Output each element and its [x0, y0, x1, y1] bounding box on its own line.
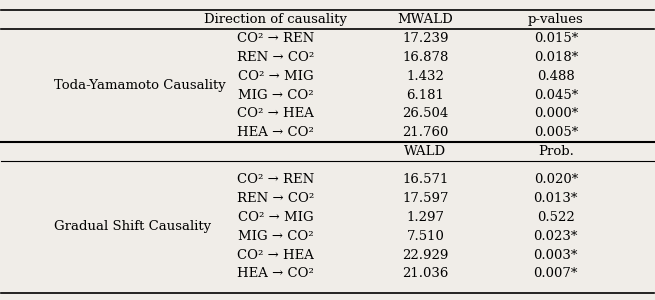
Text: WALD: WALD [404, 145, 447, 158]
Text: 0.522: 0.522 [537, 211, 574, 224]
Text: CO² → HEA: CO² → HEA [237, 248, 314, 262]
Text: 0.015*: 0.015* [534, 32, 578, 45]
Text: 6.181: 6.181 [406, 88, 444, 101]
Text: MWALD: MWALD [398, 13, 453, 26]
Text: 0.488: 0.488 [537, 70, 574, 83]
Text: Direction of causality: Direction of causality [204, 13, 346, 26]
Text: 0.045*: 0.045* [534, 88, 578, 101]
Text: HEA → CO²: HEA → CO² [237, 126, 314, 139]
Text: 22.929: 22.929 [402, 248, 449, 262]
Text: 17.239: 17.239 [402, 32, 449, 45]
Text: 0.005*: 0.005* [534, 126, 578, 139]
Text: 21.760: 21.760 [402, 126, 449, 139]
Text: 16.878: 16.878 [402, 51, 449, 64]
Text: 0.020*: 0.020* [534, 173, 578, 186]
Text: p-values: p-values [528, 13, 584, 26]
Text: 0.018*: 0.018* [534, 51, 578, 64]
Text: 1.297: 1.297 [406, 211, 444, 224]
Text: 1.432: 1.432 [406, 70, 444, 83]
Text: REN → CO²: REN → CO² [236, 192, 314, 205]
Text: CO² → MIG: CO² → MIG [238, 70, 313, 83]
Text: Prob.: Prob. [538, 145, 574, 158]
Text: 16.571: 16.571 [402, 173, 449, 186]
Text: HEA → CO²: HEA → CO² [237, 267, 314, 280]
Text: 0.007*: 0.007* [534, 267, 578, 280]
Text: CO² → HEA: CO² → HEA [237, 107, 314, 120]
Text: 26.504: 26.504 [402, 107, 449, 120]
Text: 0.013*: 0.013* [534, 192, 578, 205]
Text: REN → CO²: REN → CO² [236, 51, 314, 64]
Text: Toda-Yamamoto Causality: Toda-Yamamoto Causality [54, 79, 225, 92]
Text: 0.023*: 0.023* [534, 230, 578, 243]
Text: 7.510: 7.510 [406, 230, 444, 243]
Text: CO² → REN: CO² → REN [236, 173, 314, 186]
Text: CO² → MIG: CO² → MIG [238, 211, 313, 224]
Text: MIG → CO²: MIG → CO² [238, 88, 313, 101]
Text: CO² → REN: CO² → REN [236, 32, 314, 45]
Text: MIG → CO²: MIG → CO² [238, 230, 313, 243]
Text: 0.000*: 0.000* [534, 107, 578, 120]
Text: 0.003*: 0.003* [534, 248, 578, 262]
Text: 17.597: 17.597 [402, 192, 449, 205]
Text: 21.036: 21.036 [402, 267, 449, 280]
Text: Gradual Shift Causality: Gradual Shift Causality [54, 220, 211, 233]
